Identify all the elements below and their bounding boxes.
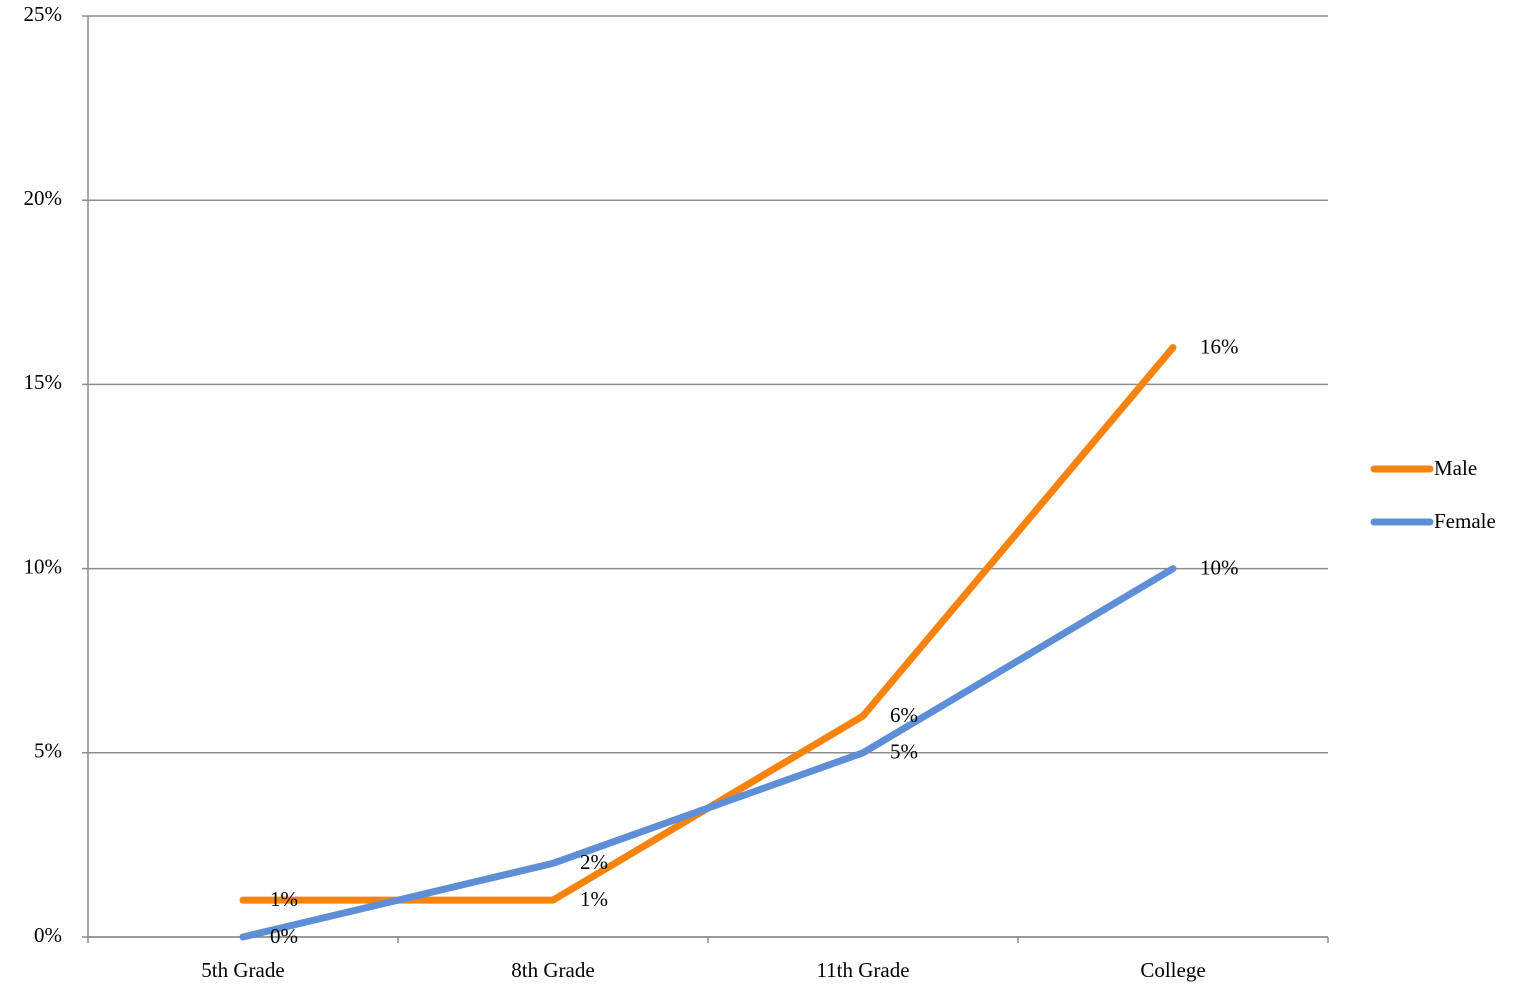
data-label: 16% (1200, 334, 1239, 358)
data-label: 2% (580, 850, 608, 874)
series-line (239, 565, 1177, 941)
x-tick-label: 11th Grade (816, 958, 909, 982)
y-tick-label: 20% (24, 186, 63, 210)
data-label: 1% (580, 887, 608, 911)
x-tick-label: 8th Grade (511, 958, 594, 982)
y-tick-label: 5% (34, 739, 62, 763)
y-tick-label: 0% (34, 923, 62, 947)
data-label: 5% (890, 740, 918, 764)
data-label: 6% (890, 703, 918, 727)
data-label: 1% (270, 887, 298, 911)
legend-label: Male (1434, 456, 1477, 480)
x-tick-label: 5th Grade (201, 958, 284, 982)
x-tick-label: College (1140, 958, 1205, 982)
y-tick-label: 15% (24, 370, 63, 394)
series-line (239, 344, 1177, 904)
data-label: 10% (1200, 555, 1239, 579)
legend-label: Female (1434, 509, 1496, 533)
y-tick-label: 10% (24, 554, 63, 578)
data-label: 0% (270, 924, 298, 948)
y-tick-label: 25% (24, 2, 63, 26)
